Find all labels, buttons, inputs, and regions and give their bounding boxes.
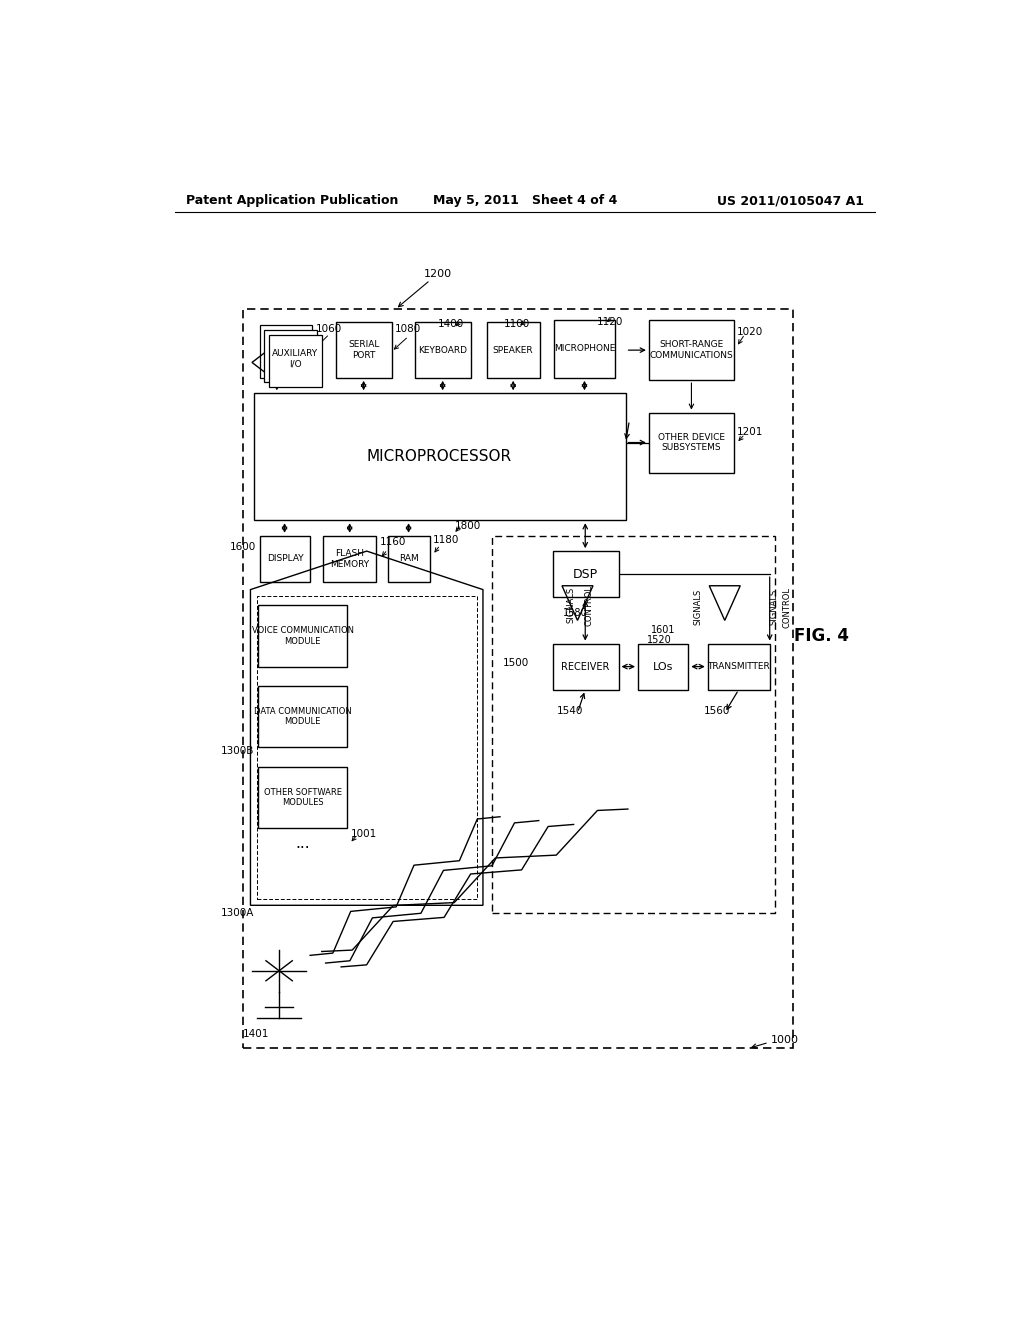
Text: OTHER SOFTWARE
MODULES: OTHER SOFTWARE MODULES <box>264 788 342 808</box>
Text: TRANSMITTER: TRANSMITTER <box>708 663 770 671</box>
Text: AUXILIARY
I/O: AUXILIARY I/O <box>272 348 318 368</box>
Bar <box>388 536 430 582</box>
Bar <box>649 413 734 473</box>
Text: 1300B: 1300B <box>221 746 254 756</box>
Text: SPEAKER: SPEAKER <box>493 346 534 355</box>
Text: 1601: 1601 <box>650 624 675 635</box>
Bar <box>324 536 376 582</box>
Text: CONTROL: CONTROL <box>782 587 792 628</box>
Text: 1001: 1001 <box>351 829 378 840</box>
Text: VOICE COMMUNICATION
MODULE: VOICE COMMUNICATION MODULE <box>252 626 353 645</box>
Bar <box>649 321 734 380</box>
Text: 1800: 1800 <box>455 520 481 531</box>
Text: RECEIVER: RECEIVER <box>561 661 610 672</box>
Text: SIGNALS: SIGNALS <box>567 587 575 623</box>
Text: SERIAL
PORT: SERIAL PORT <box>348 341 379 360</box>
Text: SIGNALS: SIGNALS <box>769 589 778 626</box>
Bar <box>254 393 626 520</box>
Text: 1201: 1201 <box>736 426 763 437</box>
Text: 1500: 1500 <box>503 657 529 668</box>
Text: US 2011/0105047 A1: US 2011/0105047 A1 <box>717 194 864 207</box>
Bar <box>258 605 347 667</box>
Text: MICROPHONE: MICROPHONE <box>554 345 615 354</box>
Bar <box>415 322 471 378</box>
Bar <box>258 767 347 829</box>
Text: 1580: 1580 <box>563 607 588 618</box>
Text: 1540: 1540 <box>557 706 583 717</box>
Text: 1401: 1401 <box>243 1028 269 1039</box>
Text: 1020: 1020 <box>736 326 763 337</box>
Text: DSP: DSP <box>573 568 598 581</box>
Text: 1160: 1160 <box>380 537 407 546</box>
Bar <box>553 552 618 598</box>
Text: 1520: 1520 <box>646 635 672 644</box>
Text: 1560: 1560 <box>703 706 730 717</box>
Bar <box>553 644 618 689</box>
Text: ...: ... <box>295 836 309 851</box>
Text: KEYBOARD: KEYBOARD <box>418 346 467 355</box>
Bar <box>260 536 310 582</box>
Text: 1200: 1200 <box>424 269 452 279</box>
Bar <box>258 686 347 747</box>
Text: 1100: 1100 <box>504 319 530 329</box>
Bar <box>257 595 477 899</box>
Text: CONTROL: CONTROL <box>585 585 594 626</box>
Text: 1080: 1080 <box>394 323 421 334</box>
Bar <box>243 309 793 1048</box>
Text: LOs: LOs <box>653 661 674 672</box>
Text: 1300A: 1300A <box>221 908 254 917</box>
Text: 1060: 1060 <box>315 325 342 334</box>
Bar <box>493 536 775 913</box>
Text: 1120: 1120 <box>597 317 624 326</box>
Bar <box>269 335 322 387</box>
Text: RAM: RAM <box>399 554 419 564</box>
Text: 1180: 1180 <box>432 535 459 545</box>
Bar <box>554 321 614 378</box>
Text: 1000: 1000 <box>771 1035 800 1045</box>
Bar <box>264 330 317 383</box>
Text: Patent Application Publication: Patent Application Publication <box>186 194 398 207</box>
Text: SIGNALS: SIGNALS <box>694 589 702 626</box>
Text: MICROPROCESSOR: MICROPROCESSOR <box>367 449 512 465</box>
Text: DISPLAY: DISPLAY <box>266 554 303 564</box>
Text: OTHER DEVICE
SUBSYSTEMS: OTHER DEVICE SUBSYSTEMS <box>658 433 725 453</box>
Text: SHORT-RANGE
COMMUNICATIONS: SHORT-RANGE COMMUNICATIONS <box>649 341 733 360</box>
Bar <box>708 644 770 689</box>
Bar <box>638 644 688 689</box>
Bar <box>336 322 391 378</box>
Text: DATA COMMUNICATION
MODULE: DATA COMMUNICATION MODULE <box>254 708 351 726</box>
Text: FLASH
MEMORY: FLASH MEMORY <box>330 549 370 569</box>
Bar <box>486 322 540 378</box>
Bar <box>260 326 312 378</box>
Text: FIG. 4: FIG. 4 <box>795 627 849 644</box>
Text: 1600: 1600 <box>229 543 256 552</box>
Text: May 5, 2011   Sheet 4 of 4: May 5, 2011 Sheet 4 of 4 <box>432 194 617 207</box>
Text: 1400: 1400 <box>438 319 464 329</box>
